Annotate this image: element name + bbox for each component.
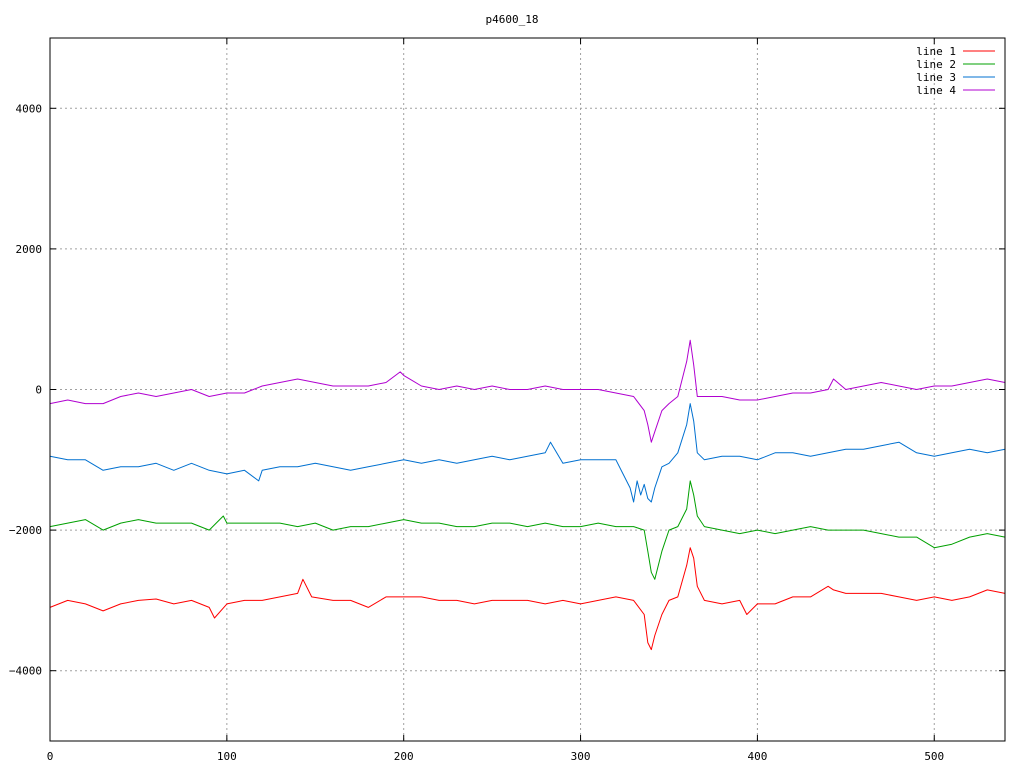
chart-title: p4600_18 [486,13,539,26]
legend-label: line 2 [916,58,956,71]
x-tick-label: 200 [394,750,414,763]
y-tick-label: 4000 [16,102,43,115]
y-tick-label: −4000 [9,665,42,678]
x-tick-label: 100 [217,750,237,763]
y-tick-label: 0 [35,384,42,397]
series-line-1 [49,547,1006,651]
x-tick-label: 0 [47,750,54,763]
series-line-3 [49,403,1006,503]
series-line-2 [49,480,1006,580]
legend-label: line 4 [916,84,956,97]
x-tick-label: 400 [747,750,767,763]
series-layer [49,339,1006,651]
legend-label: line 3 [916,71,956,84]
series-line-4 [49,339,1006,443]
axes: 0 100 200 300 400 500 −4000 −2000 0 2000 4000 [9,38,1005,763]
y-tick-label: −2000 [9,524,42,537]
y-tick-label: 2000 [16,243,43,256]
legend-label: line 1 [916,45,956,58]
x-tick-label: 500 [924,750,944,763]
x-tick-label: 300 [571,750,591,763]
